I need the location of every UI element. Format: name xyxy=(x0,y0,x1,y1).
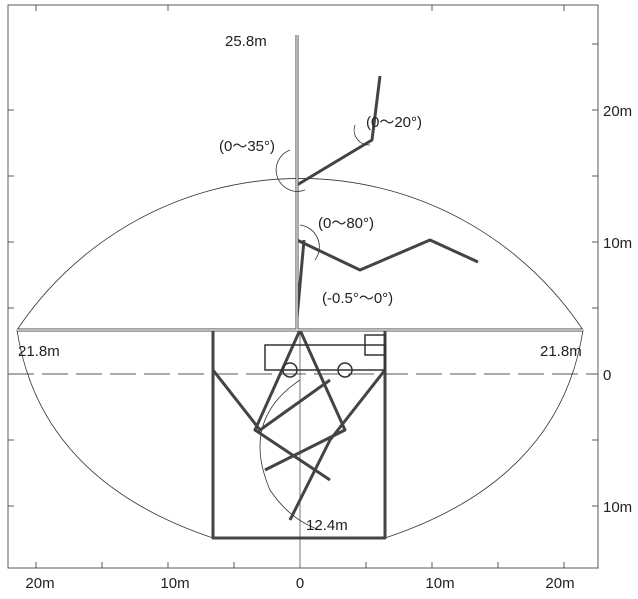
right-tick-label: 0 xyxy=(603,367,611,384)
angle-arcs xyxy=(275,124,371,261)
angle-label: (0～80°) xyxy=(318,215,374,232)
reach-label: 21.8m xyxy=(540,343,582,360)
angle-label: (0～20°) xyxy=(366,114,422,131)
depth-label: 12.4m xyxy=(306,517,348,534)
booms xyxy=(17,35,583,540)
angle-label: (0～35°) xyxy=(219,138,275,155)
swing-arc xyxy=(259,379,321,531)
bottom-tick-label: 0 xyxy=(296,575,304,592)
max-height: 25.8m xyxy=(225,33,267,50)
reach-label: 21.8m xyxy=(18,343,60,360)
right-tick-label: 10m xyxy=(603,499,632,516)
reach-envelope xyxy=(16,178,584,331)
bottom-tick-label: 20m xyxy=(25,575,54,592)
bottom-tick-label: 10m xyxy=(425,575,454,592)
bottom-tick-label: 10m xyxy=(160,575,189,592)
angle-label: (-0.5°～0°) xyxy=(322,290,393,307)
bottom-tick-label: 20m xyxy=(545,575,574,592)
right-tick-label: 20m xyxy=(603,103,632,120)
right-tick-label: 10m xyxy=(603,235,632,252)
frame xyxy=(7,4,599,569)
axis-ticks xyxy=(8,5,598,568)
truck xyxy=(264,334,386,378)
